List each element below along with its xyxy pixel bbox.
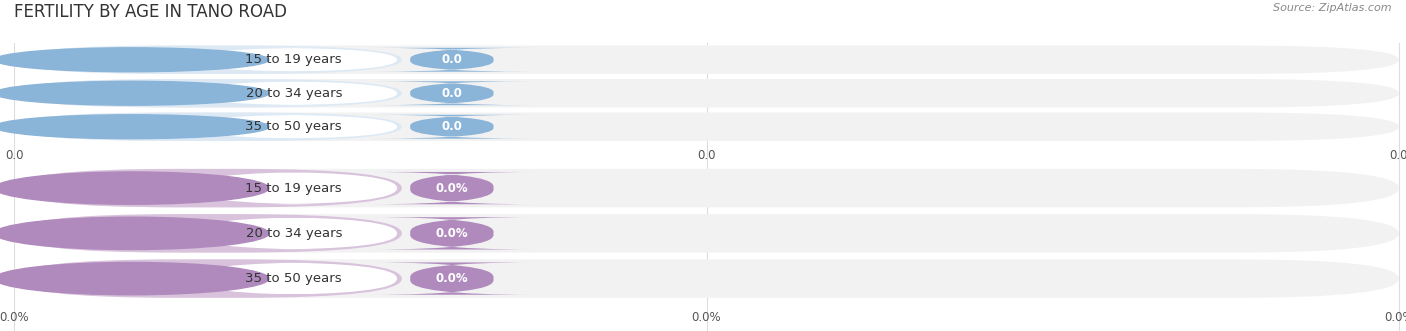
FancyBboxPatch shape xyxy=(370,172,534,204)
Circle shape xyxy=(0,262,269,295)
FancyBboxPatch shape xyxy=(14,260,402,298)
Text: 35 to 50 years: 35 to 50 years xyxy=(246,272,342,285)
Circle shape xyxy=(0,115,269,139)
Text: 0.0%: 0.0% xyxy=(0,311,30,324)
FancyBboxPatch shape xyxy=(14,46,402,74)
Text: 20 to 34 years: 20 to 34 years xyxy=(246,227,342,240)
FancyBboxPatch shape xyxy=(370,115,534,139)
FancyBboxPatch shape xyxy=(14,79,1399,108)
Text: 0.0%: 0.0% xyxy=(1384,311,1406,324)
FancyBboxPatch shape xyxy=(14,113,1399,141)
FancyBboxPatch shape xyxy=(190,217,396,250)
Text: 0.0: 0.0 xyxy=(697,149,716,162)
FancyBboxPatch shape xyxy=(190,262,396,295)
Circle shape xyxy=(0,48,269,72)
FancyBboxPatch shape xyxy=(14,214,402,253)
Text: 0.0: 0.0 xyxy=(441,53,463,66)
Text: Source: ZipAtlas.com: Source: ZipAtlas.com xyxy=(1274,3,1392,13)
FancyBboxPatch shape xyxy=(370,217,534,250)
Text: 35 to 50 years: 35 to 50 years xyxy=(246,120,342,133)
Text: 20 to 34 years: 20 to 34 years xyxy=(246,87,342,100)
Text: 0.0%: 0.0% xyxy=(692,311,721,324)
Text: 0.0%: 0.0% xyxy=(436,182,468,195)
FancyBboxPatch shape xyxy=(14,46,1399,74)
Text: 0.0: 0.0 xyxy=(4,149,24,162)
FancyBboxPatch shape xyxy=(370,81,534,105)
FancyBboxPatch shape xyxy=(190,115,396,139)
FancyBboxPatch shape xyxy=(370,262,534,295)
Text: 0.0: 0.0 xyxy=(441,87,463,100)
Circle shape xyxy=(0,81,269,105)
FancyBboxPatch shape xyxy=(14,169,402,207)
Circle shape xyxy=(0,217,269,250)
FancyBboxPatch shape xyxy=(14,214,1399,253)
FancyBboxPatch shape xyxy=(370,48,534,72)
Text: 15 to 19 years: 15 to 19 years xyxy=(246,53,342,66)
FancyBboxPatch shape xyxy=(14,79,402,108)
Text: 0.0: 0.0 xyxy=(1389,149,1406,162)
Text: FERTILITY BY AGE IN TANO ROAD: FERTILITY BY AGE IN TANO ROAD xyxy=(14,3,287,21)
FancyBboxPatch shape xyxy=(190,172,396,204)
Circle shape xyxy=(0,172,269,204)
FancyBboxPatch shape xyxy=(14,260,1399,298)
FancyBboxPatch shape xyxy=(14,113,402,141)
Text: 0.0%: 0.0% xyxy=(436,272,468,285)
Text: 15 to 19 years: 15 to 19 years xyxy=(246,182,342,195)
Text: 0.0: 0.0 xyxy=(441,120,463,133)
FancyBboxPatch shape xyxy=(14,169,1399,207)
Text: 0.0%: 0.0% xyxy=(436,227,468,240)
FancyBboxPatch shape xyxy=(190,48,396,72)
FancyBboxPatch shape xyxy=(190,81,396,105)
